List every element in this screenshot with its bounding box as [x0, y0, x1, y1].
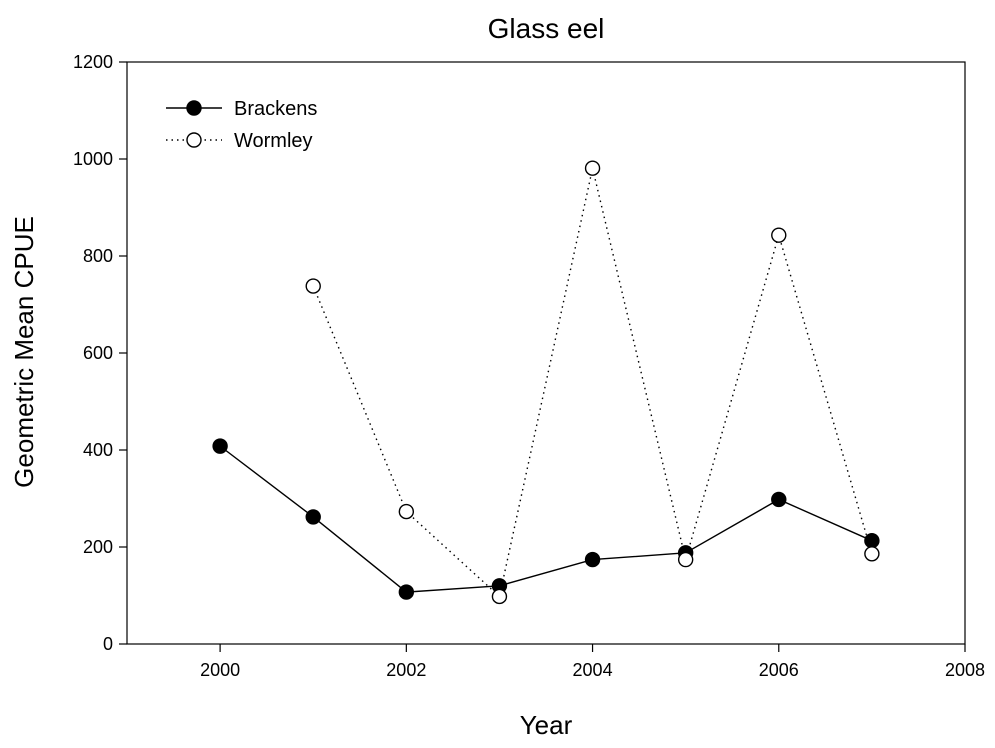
y-tick-label: 600 — [83, 343, 113, 363]
x-tick-label: 2004 — [573, 660, 613, 680]
legend-label-brackens: Brackens — [234, 98, 317, 120]
data-point-brackens — [398, 584, 415, 600]
x-tick-label: 2006 — [759, 660, 799, 680]
y-tick-label: 1000 — [73, 149, 113, 169]
y-tick-label: 800 — [83, 246, 113, 266]
data-point-wormley — [305, 278, 321, 294]
y-tick-label: 0 — [103, 634, 113, 654]
x-tick-label: 2008 — [945, 660, 985, 680]
series-line-wormley — [312, 168, 873, 598]
series-layer — [212, 160, 880, 605]
data-point-wormley — [491, 588, 508, 605]
data-point-brackens — [212, 438, 228, 454]
legend-label-wormley: Wormley — [234, 130, 313, 152]
legend: Brackens Wormley — [166, 98, 317, 152]
y-tick-label: 400 — [83, 440, 113, 460]
data-point-brackens — [864, 532, 880, 549]
chart-title: Glass eel — [488, 13, 605, 44]
data-point-wormley — [771, 227, 787, 243]
legend-marker-wormley — [186, 132, 202, 148]
data-point-brackens — [584, 551, 601, 568]
data-point-wormley — [584, 160, 601, 176]
y-axis-label: Geometric Mean CPUE — [9, 216, 39, 488]
y-tick-label: 200 — [83, 537, 113, 557]
series-line-brackens — [219, 445, 873, 593]
y-axis-ticks: 0 200 400 600 800 1000 1200 — [73, 52, 127, 654]
x-tick-label: 2000 — [200, 660, 240, 680]
data-point-brackens — [771, 491, 787, 508]
data-point-wormley — [864, 546, 880, 562]
x-axis-label: Year — [520, 710, 573, 740]
legend-marker-brackens — [186, 100, 202, 116]
x-axis-ticks: 2000 2002 2004 2006 2008 — [200, 644, 985, 680]
data-point-brackens — [305, 509, 321, 525]
y-tick-label: 1200 — [73, 52, 113, 72]
data-point-wormley — [677, 551, 694, 568]
data-point-wormley — [398, 503, 415, 520]
x-tick-label: 2002 — [386, 660, 426, 680]
